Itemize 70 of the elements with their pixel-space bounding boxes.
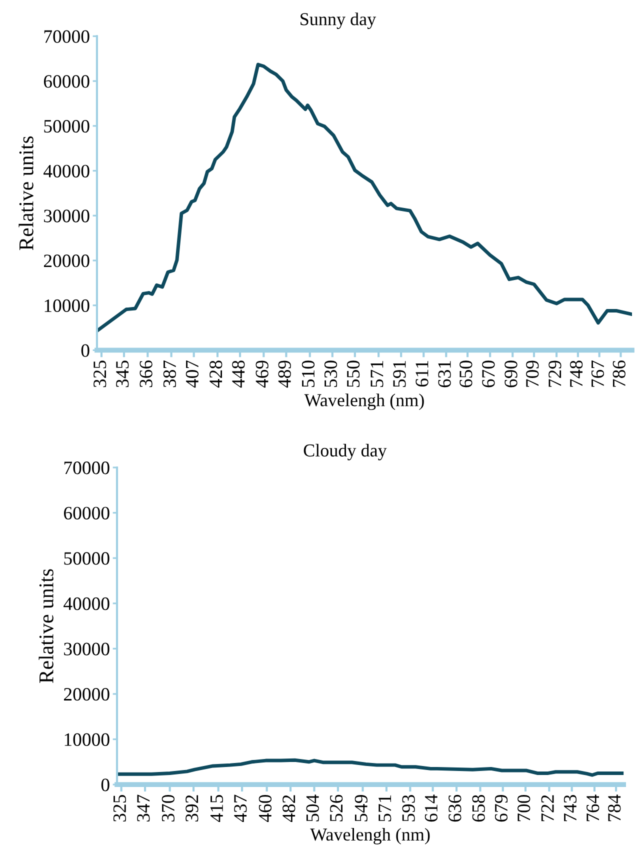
x-tick-label: 366 xyxy=(140,360,152,388)
y-tick-label: 60000 xyxy=(44,75,90,88)
line-series xyxy=(117,758,624,777)
x-tick-label: 482 xyxy=(282,795,296,822)
x-tick-label: 387 xyxy=(163,360,176,388)
x-tick-label: 786 xyxy=(612,360,626,387)
x-tick-label: 437 xyxy=(234,794,247,822)
x-tick-label: 325 xyxy=(113,795,126,822)
y-tick-label: 20000 xyxy=(44,254,90,268)
x-tick-label: 636 xyxy=(448,794,462,822)
x-tick-label: 658 xyxy=(472,794,485,822)
x-tick-label: 428 xyxy=(210,360,222,388)
y-axis-title: Relative units xyxy=(18,136,34,250)
x-tick-label: 489 xyxy=(278,360,291,388)
x-tick-label: 526 xyxy=(330,794,343,822)
x-tick-label: 448 xyxy=(232,360,245,388)
x-tick-label: 722 xyxy=(541,795,554,822)
x-tick-label: 784 xyxy=(608,794,621,822)
x-tick-label: 347 xyxy=(137,794,150,822)
y-tick-label: 70000 xyxy=(44,30,90,43)
x-tick-label: 611 xyxy=(416,361,428,387)
x-axis-title: Wavelengh (nm) xyxy=(304,394,424,410)
x-tick-label: 729 xyxy=(548,360,562,387)
x-tick-label: 650 xyxy=(460,360,472,388)
x-tick-label: 764 xyxy=(586,794,600,822)
x-tick-label: 469 xyxy=(256,360,268,388)
y-tick-label: 30000 xyxy=(44,210,90,222)
x-tick-label: 614 xyxy=(424,794,438,822)
y-tick-label: 0 xyxy=(101,778,110,792)
y-axis-title: Relative units xyxy=(38,569,54,683)
x-tick-label: 700 xyxy=(518,794,530,822)
y-tick-label: 30000 xyxy=(64,642,110,656)
x-tick-label: 593 xyxy=(402,795,415,822)
y-tick-label: 0 xyxy=(81,344,90,357)
x-tick-label: 679 xyxy=(494,795,508,822)
chart-title: Sunny day xyxy=(300,12,376,29)
x-tick-label: 571 xyxy=(370,361,384,387)
x-tick-label: 530 xyxy=(324,360,338,387)
x-tick-label: 345 xyxy=(116,360,129,388)
x-tick-label: 631 xyxy=(438,361,451,388)
x-tick-label: 504 xyxy=(306,794,319,822)
y-tick-label: 40000 xyxy=(44,164,90,178)
y-tick-label: 60000 xyxy=(64,506,110,520)
x-tick-label: 709 xyxy=(526,360,539,387)
x-tick-label: 510 xyxy=(302,360,315,387)
x-tick-label: 670 xyxy=(482,360,495,388)
x-axis-title: Wavelengh (nm) xyxy=(310,828,430,844)
x-tick-label: 325 xyxy=(94,360,106,388)
y-tick-label: 50000 xyxy=(44,120,90,133)
y-tick-label: 50000 xyxy=(64,552,110,565)
line-series xyxy=(96,62,632,333)
x-tick-label: 460 xyxy=(258,794,272,822)
x-tick-label: 743 xyxy=(564,795,577,822)
x-tick-label: 550 xyxy=(346,360,360,387)
chart-title: Cloudy day xyxy=(304,444,387,460)
x-tick-label: 407 xyxy=(186,360,199,388)
x-tick-label: 571 xyxy=(378,795,392,822)
y-tick-label: 70000 xyxy=(64,462,110,474)
x-tick-label: 392 xyxy=(186,795,198,822)
y-tick-label: 10000 xyxy=(44,299,90,312)
x-tick-label: 748 xyxy=(570,360,583,387)
x-tick-label: 690 xyxy=(504,360,518,388)
x-tick-label: 591 xyxy=(393,361,406,387)
y-tick-label: 40000 xyxy=(64,597,110,610)
x-tick-label: 370 xyxy=(162,794,175,822)
x-tick-label: 415 xyxy=(210,795,224,822)
x-tick-label: 767 xyxy=(591,360,604,387)
y-tick-label: 10000 xyxy=(64,733,110,746)
x-tick-label: 549 xyxy=(354,795,368,822)
y-tick-label: 20000 xyxy=(64,688,110,701)
